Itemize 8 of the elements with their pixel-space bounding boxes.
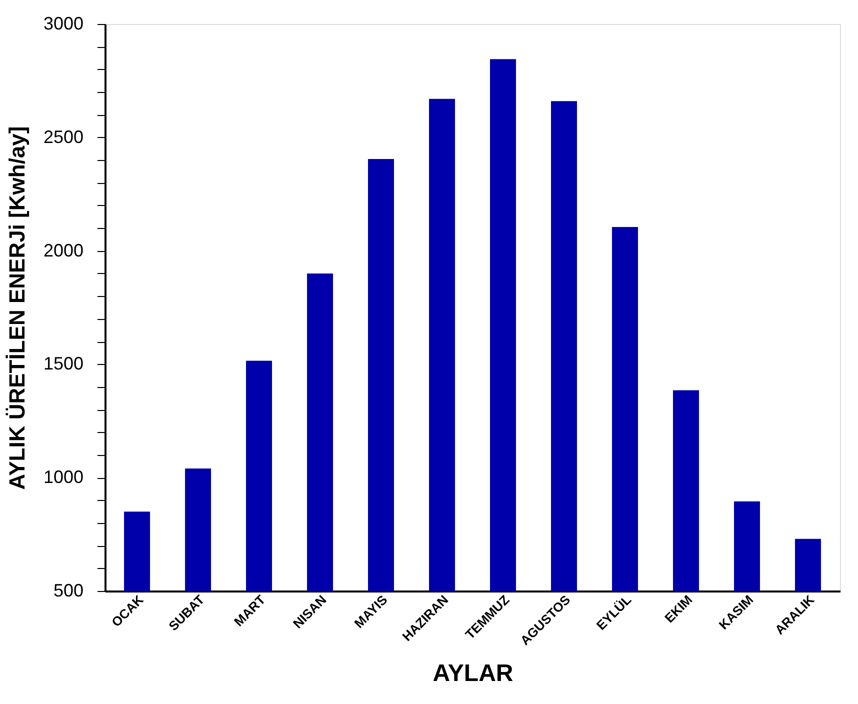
y-axis-title: AYLIK ÜRETİLEN ENERJi [Kwh/ay] xyxy=(4,126,30,490)
y-tick-label: 500 xyxy=(53,580,84,600)
y-tick-label: 3000 xyxy=(43,14,84,34)
y-tick-label: 1500 xyxy=(43,354,84,374)
y-tick-label: 1000 xyxy=(43,467,84,488)
x-axis-title: AYLAR xyxy=(432,660,514,687)
y-tick-label: 2500 xyxy=(43,126,84,147)
y-tick-label: 2000 xyxy=(43,240,84,260)
